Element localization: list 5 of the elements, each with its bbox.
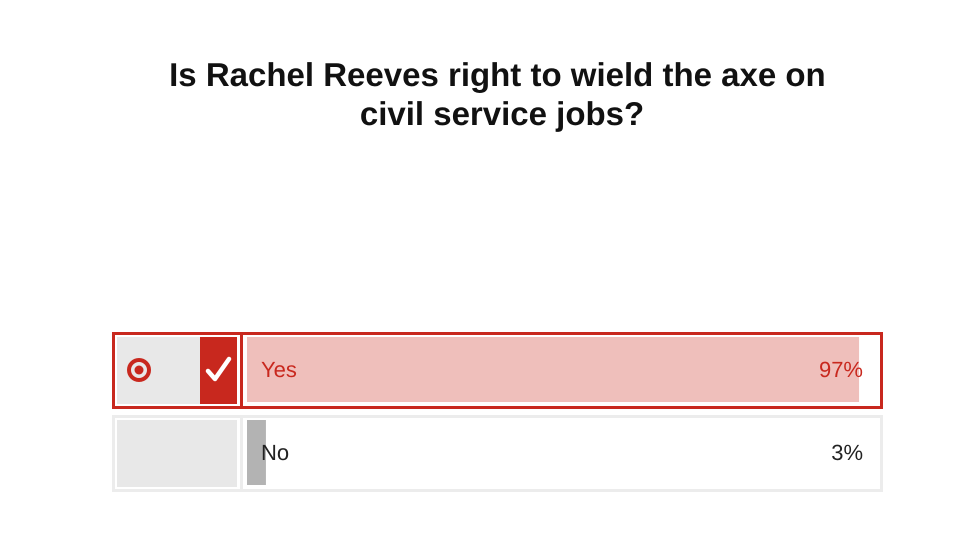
chart-title: Is Rachel Reeves right to wield the axe on civil service jobs? <box>169 56 835 132</box>
data-label: 97% <box>818 357 863 382</box>
data-label: 3% <box>831 440 863 465</box>
y-tick-label: No <box>261 440 290 465</box>
y-tick-label: Yes <box>261 357 297 382</box>
